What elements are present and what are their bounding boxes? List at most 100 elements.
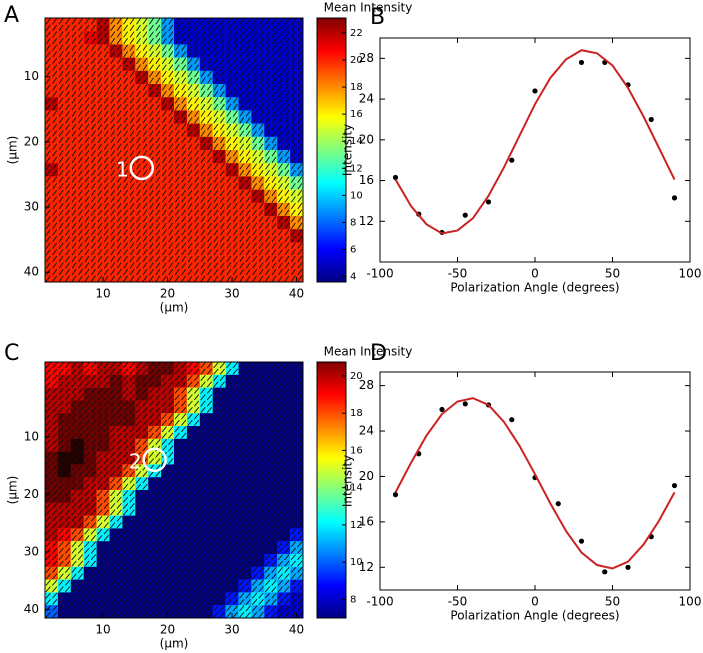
orientation-line [193,573,200,580]
orientation-line [277,419,284,426]
orientation-line [58,586,64,593]
orientation-line [271,242,277,249]
data-point [439,406,445,413]
orientation-line [155,566,161,574]
orientation-line [251,406,258,414]
orientation-line [148,458,155,465]
orientation-line [84,183,90,190]
orientation-line [77,534,84,542]
orientation-line [122,394,129,401]
orientation-line [168,534,174,542]
orientation-line [239,611,245,618]
orientation-line [297,426,303,433]
orientation-line [258,413,264,420]
orientation-line [136,209,141,216]
orientation-line [187,605,193,612]
orientation-line [78,235,83,243]
orientation-line [129,605,135,612]
orientation-line [239,445,245,452]
orientation-line [84,64,90,71]
orientation-line [97,598,103,606]
orientation-line [226,534,232,542]
orientation-line [168,432,174,439]
orientation-line [251,573,258,580]
orientation-line [161,554,167,561]
orientation-line [264,605,271,612]
orientation-line [116,400,122,407]
orientation-line [123,37,129,45]
colorbar-tick-label: 10 [350,557,363,568]
orientation-line [290,189,296,197]
orientation-line [161,573,167,580]
orientation-line [161,103,167,111]
orientation-line [174,275,180,282]
orientation-line [264,490,271,497]
orientation-line [136,189,141,197]
orientation-line [174,445,180,452]
orientation-line [181,592,187,599]
orientation-line [245,70,251,78]
orientation-line [103,381,109,388]
orientation-line [122,560,129,567]
orientation-line [161,216,167,223]
orientation-line [45,242,51,249]
orientation-line [97,103,103,111]
orientation-line [271,560,277,567]
orientation-line [65,196,70,203]
orientation-line [45,44,51,51]
data-point [532,88,538,94]
orientation-line [58,136,64,144]
orientation-line [290,163,296,170]
orientation-line [155,438,161,446]
orientation-line [161,222,167,230]
orientation-line [161,143,167,150]
orientation-line [116,123,122,131]
orientation-line [116,209,122,216]
orientation-line [161,534,167,542]
orientation-line [122,458,129,465]
orientation-line [136,249,141,256]
orientation-line [258,483,264,490]
orientation-line [265,176,270,183]
orientation-line [252,268,258,276]
orientation-line [84,387,90,394]
orientation-line [251,374,258,382]
orientation-line [110,143,116,150]
orientation-line [277,554,284,561]
orientation-line [297,381,303,388]
orientation-line [65,222,70,230]
orientation-line [110,547,116,554]
orientation-line [264,368,271,375]
orientation-line [168,496,174,503]
orientation-line [65,189,70,197]
orientation-line [161,249,167,256]
orientation-line [245,464,251,471]
orientation-line [71,163,77,170]
orientation-line [71,110,77,117]
orientation-line [232,573,238,580]
orientation-line [97,110,103,117]
orientation-line [297,554,303,561]
orientation-line [239,413,245,420]
orientation-line [103,37,109,45]
orientation-line [265,57,270,65]
orientation-line [161,547,167,554]
orientation-line [245,222,251,230]
orientation-line [245,605,251,612]
orientation-line [97,470,103,478]
orientation-line [155,534,161,542]
orientation-line [129,242,135,249]
orientation-line [239,189,245,197]
orientation-line [239,156,245,164]
orientation-line [232,103,238,111]
orientation-line [193,502,200,510]
orientation-line [90,31,96,38]
orientation-line [77,451,84,458]
orientation-line [90,464,97,471]
orientation-line [251,458,258,465]
orientation-line [103,586,109,593]
orientation-line [168,394,174,401]
orientation-line [258,176,264,183]
orientation-line [84,275,90,282]
